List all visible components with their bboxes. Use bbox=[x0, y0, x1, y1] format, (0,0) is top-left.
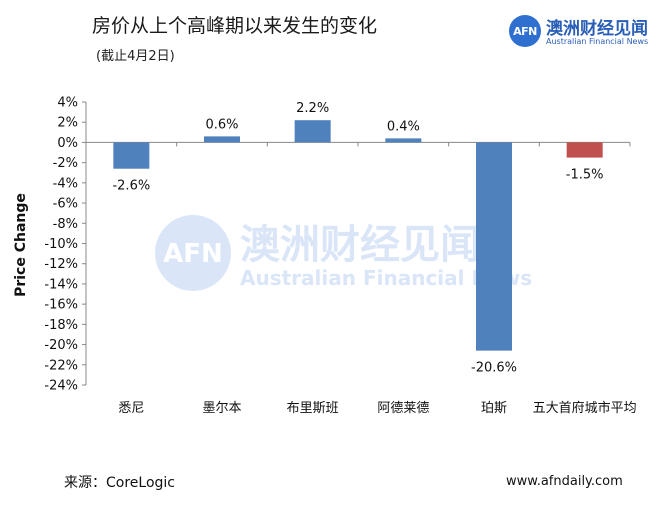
y-tick-label: 4% bbox=[57, 96, 78, 111]
data-label-2: 2.2% bbox=[296, 101, 329, 116]
website-link[interactable]: www.afndaily.com bbox=[506, 474, 623, 489]
y-tick-label: -6% bbox=[53, 197, 78, 212]
y-tick-label: 2% bbox=[57, 116, 78, 131]
bar-3 bbox=[385, 138, 422, 143]
y-tick-label: -10% bbox=[44, 237, 78, 252]
chart-title: 房价从上个高峰期以来发生的变化 bbox=[92, 15, 378, 37]
y-tick-label: -2% bbox=[53, 156, 78, 171]
y-tick-label: -22% bbox=[44, 358, 78, 373]
chart-subtitle: (截止4月2日) bbox=[96, 49, 175, 64]
data-label-0: -2.6% bbox=[112, 179, 150, 194]
afn-logo-icon: AFN bbox=[509, 15, 541, 47]
source-note: 来源：CoreLogic bbox=[64, 475, 175, 491]
y-tick-label: -16% bbox=[44, 298, 78, 313]
bar-0 bbox=[113, 142, 150, 169]
data-label-3: 0.4% bbox=[387, 119, 420, 134]
data-label-1: 0.6% bbox=[205, 117, 238, 132]
y-tick-label: 0% bbox=[57, 136, 78, 151]
data-label-4: -20.6% bbox=[471, 361, 517, 376]
y-tick-label: -8% bbox=[53, 217, 78, 232]
bar-2 bbox=[294, 120, 331, 143]
afn-logo[interactable]: AFN 澳洲财经见闻 Australian Financial News bbox=[509, 14, 649, 50]
y-tick-label: -4% bbox=[53, 176, 78, 191]
category-label-0: 悉尼 bbox=[118, 401, 144, 416]
watermark-mark: AFN bbox=[163, 239, 223, 269]
bar-1 bbox=[204, 136, 240, 143]
y-tick-label: -20% bbox=[44, 338, 78, 353]
category-label-1: 墨尔本 bbox=[202, 401, 241, 416]
y-axis-label: Price Change bbox=[13, 193, 29, 297]
category-label-4: 珀斯 bbox=[481, 401, 507, 416]
y-tick-label: -14% bbox=[44, 277, 78, 292]
category-label-2: 布里斯班 bbox=[287, 401, 339, 416]
bar-4 bbox=[476, 142, 512, 351]
y-tick-label: -18% bbox=[44, 318, 78, 333]
watermark: AFN 澳洲财经见闻 Australian Financial News bbox=[155, 215, 532, 291]
category-label-3: 阿德莱德 bbox=[377, 401, 429, 416]
bar-5 bbox=[566, 142, 603, 158]
watermark-name-cn: 澳洲财经见闻 bbox=[240, 222, 480, 268]
watermark-logo-icon bbox=[155, 215, 231, 291]
y-tick-label: -12% bbox=[44, 257, 78, 272]
category-label-5: 五大首府城市平均 bbox=[533, 400, 637, 416]
data-label-5: -1.5% bbox=[566, 168, 604, 183]
logo-name-en: Australian Financial News bbox=[546, 37, 649, 46]
logo-name-cn: 澳洲财经见闻 bbox=[546, 19, 648, 39]
y-tick-label: -24% bbox=[44, 379, 78, 394]
